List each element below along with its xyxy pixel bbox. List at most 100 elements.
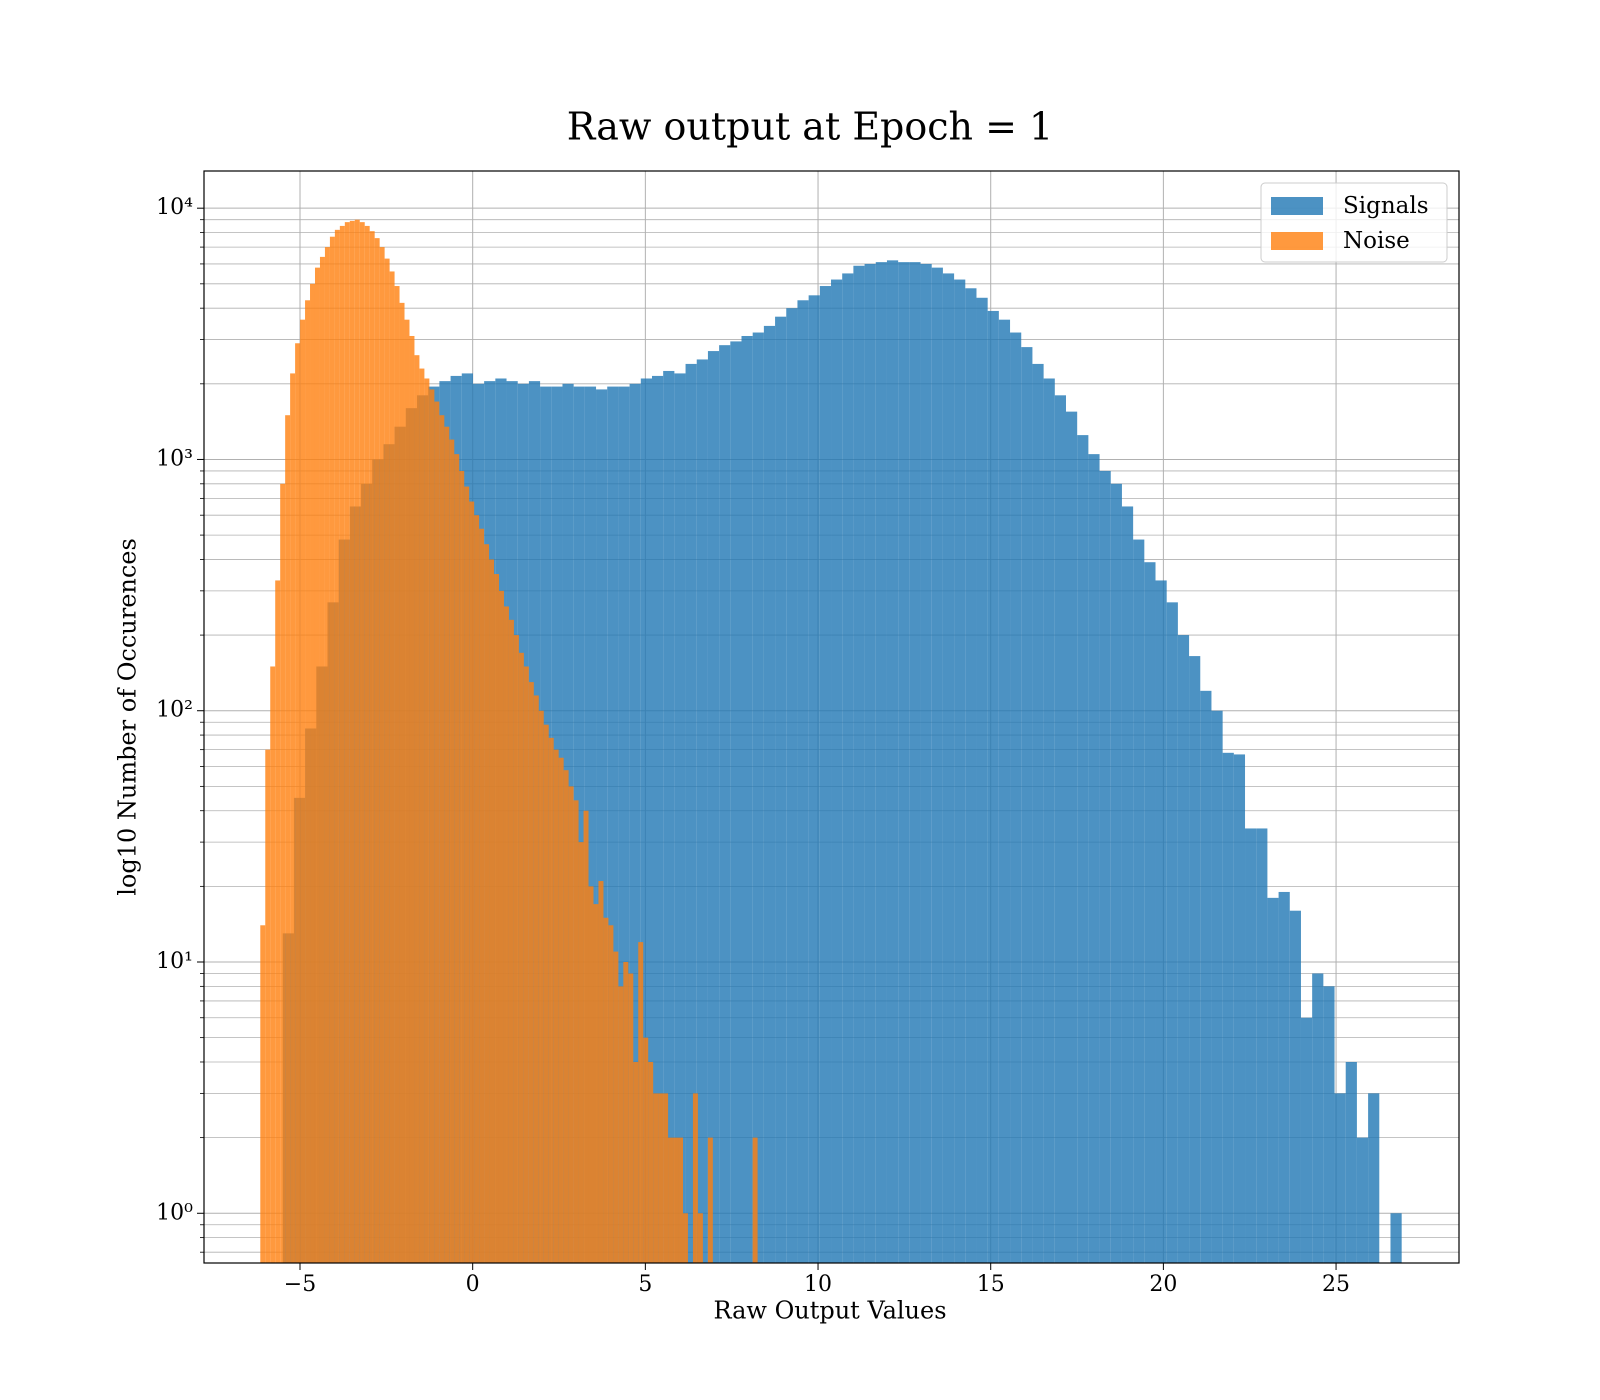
bar — [1245, 828, 1257, 1263]
bar — [489, 559, 495, 1263]
bar — [864, 263, 876, 1263]
bar — [414, 355, 420, 1263]
bar — [310, 283, 315, 1263]
bar — [1356, 1137, 1369, 1263]
bar — [1200, 690, 1212, 1263]
bar — [741, 335, 753, 1263]
bar — [752, 332, 764, 1263]
bar — [697, 1213, 703, 1263]
bar — [270, 666, 276, 1263]
bar — [678, 1137, 683, 1263]
bar — [265, 749, 271, 1263]
bar — [942, 273, 955, 1263]
x-tick-label: 5 — [638, 1272, 652, 1297]
bar — [643, 1037, 649, 1263]
bar — [523, 666, 529, 1263]
x-tick-label: 20 — [1149, 1272, 1177, 1297]
bar — [419, 368, 425, 1263]
bar — [324, 247, 330, 1263]
bar — [674, 373, 686, 1263]
bar — [668, 1137, 674, 1263]
bar — [1267, 897, 1279, 1263]
bar — [494, 574, 499, 1263]
bar — [329, 236, 335, 1263]
bar — [1222, 752, 1234, 1263]
bar — [1300, 1017, 1313, 1263]
bar — [1043, 378, 1055, 1263]
bar — [920, 263, 932, 1263]
x-axis-label: Raw Output Values — [713, 1297, 946, 1325]
bar — [1289, 910, 1301, 1263]
bar — [344, 222, 350, 1263]
bar — [976, 297, 988, 1263]
bar — [653, 1093, 659, 1263]
bar — [588, 886, 594, 1263]
y-tick-label: 10⁰ — [156, 1200, 193, 1225]
bar — [603, 917, 609, 1263]
bar — [613, 951, 619, 1263]
bar — [629, 383, 641, 1263]
bar — [648, 1061, 654, 1263]
bar — [548, 737, 554, 1263]
bar — [628, 973, 634, 1263]
bar — [998, 319, 1011, 1263]
bar — [498, 590, 504, 1263]
bar — [1110, 483, 1122, 1263]
bar — [275, 580, 281, 1263]
bar — [663, 370, 675, 1263]
y-tick-label: 10² — [156, 698, 193, 723]
bar — [484, 544, 490, 1263]
bar — [474, 515, 480, 1263]
x-tick-label: 25 — [1322, 1272, 1350, 1297]
bar — [797, 300, 809, 1263]
bar — [707, 1137, 713, 1263]
bar — [568, 786, 574, 1263]
bar — [1177, 635, 1190, 1263]
bar — [553, 749, 559, 1263]
bar — [763, 325, 776, 1263]
bar — [987, 310, 999, 1263]
bar — [364, 225, 370, 1263]
bar — [573, 386, 585, 1263]
x-tick-label: 10 — [804, 1272, 832, 1297]
bar — [409, 335, 415, 1263]
bar — [1345, 1061, 1357, 1263]
bar — [464, 486, 470, 1263]
bar — [314, 267, 320, 1263]
y-tick-label: 10³ — [156, 446, 193, 471]
bar — [290, 373, 296, 1263]
bar — [459, 470, 465, 1263]
bar — [285, 415, 291, 1263]
bar — [508, 619, 514, 1263]
bar — [558, 757, 564, 1263]
bar — [786, 308, 798, 1263]
bar — [598, 881, 604, 1263]
bar — [424, 378, 430, 1263]
bar — [374, 238, 380, 1263]
bar — [692, 1093, 698, 1263]
bar — [1099, 470, 1111, 1263]
bar — [389, 271, 395, 1263]
bar — [831, 279, 843, 1263]
x-tick-label: 15 — [977, 1272, 1005, 1297]
legend-label: Noise — [1343, 228, 1410, 254]
bar — [399, 302, 405, 1263]
bar — [1155, 580, 1167, 1263]
bar — [752, 1137, 758, 1263]
bar — [583, 810, 589, 1263]
bar — [1312, 973, 1324, 1263]
bar — [260, 925, 266, 1263]
bar — [354, 219, 360, 1263]
bar — [618, 986, 624, 1263]
y-tick-label: 10⁴ — [156, 195, 193, 220]
bar — [673, 1137, 679, 1263]
legend-swatch — [1271, 232, 1323, 250]
x-tick-label: 0 — [466, 1272, 480, 1297]
bar — [1211, 710, 1223, 1263]
bar — [528, 682, 534, 1263]
bar — [719, 345, 731, 1263]
bar — [1278, 891, 1290, 1263]
bar — [349, 220, 355, 1263]
bar — [1010, 332, 1022, 1263]
bar — [295, 343, 301, 1263]
